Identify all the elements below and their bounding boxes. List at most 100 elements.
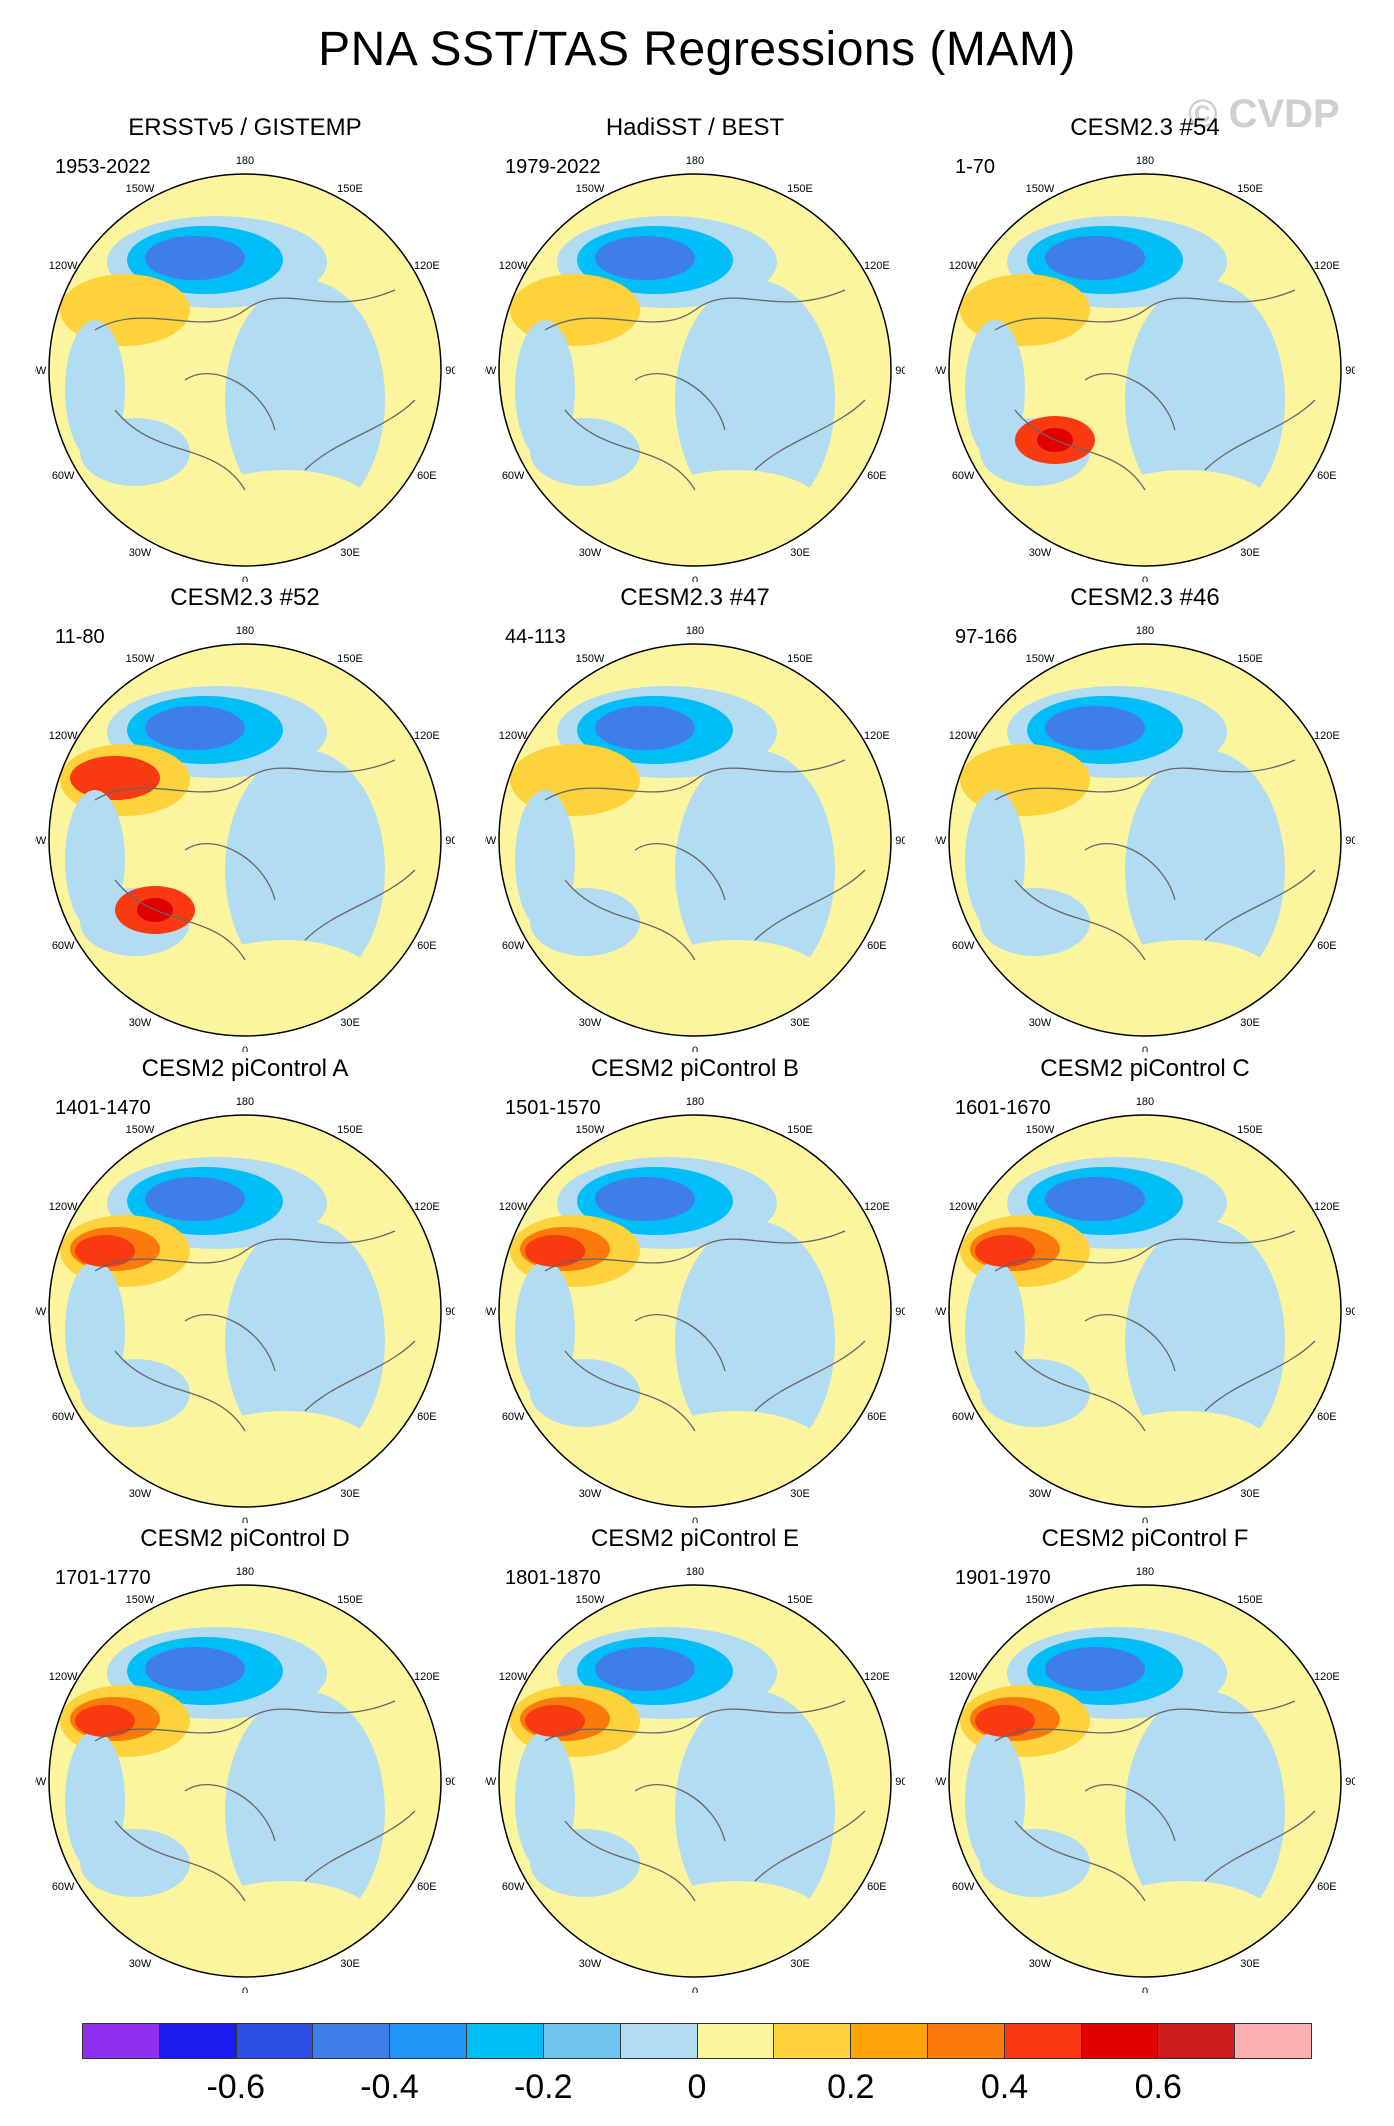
longitude-label: 120W <box>49 730 78 742</box>
longitude-label: 0 <box>1142 575 1148 582</box>
longitude-label: 30W <box>129 547 152 559</box>
longitude-label: 60E <box>867 1411 887 1423</box>
longitude-label: 30E <box>1240 1488 1260 1500</box>
panel-title: CESM2.3 #54 <box>1070 114 1220 141</box>
longitude-label: 0 <box>242 1045 248 1052</box>
longitude-label: 150E <box>1237 1124 1263 1136</box>
panel-period: 1501-1570 <box>505 1097 601 1119</box>
anomaly-region <box>515 1261 575 1401</box>
longitude-label: 30W <box>129 1488 152 1500</box>
longitude-label: 90W <box>35 1306 47 1318</box>
longitude-label: 90E <box>445 835 455 847</box>
anomaly-region <box>525 1235 585 1267</box>
longitude-label: 30E <box>790 547 810 559</box>
longitude-label: 120W <box>949 260 978 272</box>
longitude-label: 180 <box>686 1566 704 1578</box>
anomaly-region <box>225 1221 385 1461</box>
anomaly-region <box>515 790 575 930</box>
longitude-label: 120E <box>1314 260 1340 272</box>
anomaly-region <box>225 1691 385 1931</box>
anomaly-region <box>70 756 160 800</box>
longitude-label: 120W <box>499 730 528 742</box>
map-panel: ERSSTv5 / GISTEMP 180 150E 120E 90E 60E 30E 0 30… <box>35 114 455 584</box>
anomaly-region <box>1045 706 1145 750</box>
longitude-label: 120W <box>499 1671 528 1683</box>
anomaly-region <box>595 236 695 280</box>
longitude-label: 60W <box>952 470 975 482</box>
colorbar-swatch <box>83 2024 160 2058</box>
panel-title: CESM2 piControl F <box>1041 1525 1249 1552</box>
longitude-label: 120E <box>1314 1201 1340 1213</box>
map-border <box>498 173 892 567</box>
panel-title: CESM2 piControl D <box>140 1525 350 1552</box>
panel-title: ERSSTv5 / GISTEMP <box>128 114 362 141</box>
anomaly-region <box>965 790 1025 930</box>
longitude-label: 120W <box>49 1201 78 1213</box>
longitude-label: 0 <box>242 575 248 582</box>
longitude-label: 0 <box>1142 1516 1148 1523</box>
longitude-label: 90E <box>1345 1306 1355 1318</box>
colorbar-tick-label: 0 <box>687 2068 707 2106</box>
longitude-label: 90E <box>1345 1776 1355 1788</box>
longitude-label: 0 <box>692 1516 698 1523</box>
panel-period: 1401-1470 <box>55 1097 151 1119</box>
longitude-label: 60W <box>502 940 525 952</box>
longitude-label: 90E <box>895 365 905 377</box>
longitude-label: 60W <box>52 1881 75 1893</box>
colorbar-tick-label: -0.6 <box>206 2068 266 2106</box>
longitude-label: 30W <box>1029 1017 1052 1029</box>
longitude-label: 180 <box>236 1096 254 1108</box>
longitude-label: 150E <box>1237 653 1263 665</box>
longitude-label: 30E <box>340 1488 360 1500</box>
longitude-label: 30W <box>129 1958 152 1970</box>
polar-map: 180 150E 120E 90E 60E 30E 0 30W 60W 90W 120W 150W <box>935 155 1355 582</box>
coastline <box>94 289 416 491</box>
anomaly-region <box>1095 1411 1275 1491</box>
longitude-label: 30E <box>1240 547 1260 559</box>
panel-period: 44-113 <box>505 626 566 648</box>
longitude-label: 30E <box>790 1488 810 1500</box>
longitude-label: 30E <box>1240 1017 1260 1029</box>
longitude-label: 180 <box>686 625 704 637</box>
longitude-label: 30W <box>1029 1488 1052 1500</box>
colorbar-swatch <box>1081 2024 1159 2058</box>
longitude-label: 120E <box>414 260 440 272</box>
anomaly-region <box>145 1647 245 1691</box>
anomaly-region <box>645 940 825 1020</box>
panel-title: CESM2 piControl E <box>590 1525 800 1552</box>
colorbar-swatch <box>620 2024 698 2058</box>
longitude-label: 90W <box>935 365 947 377</box>
anomaly-region <box>1095 470 1275 550</box>
anomaly-region <box>195 470 375 550</box>
longitude-label: 90W <box>35 1776 47 1788</box>
coastline <box>544 1700 866 1902</box>
anomaly-region <box>965 1261 1025 1401</box>
longitude-label: 120W <box>49 1671 78 1683</box>
longitude-label: 0 <box>1142 1045 1148 1052</box>
longitude-label: 60W <box>502 1881 525 1893</box>
anomaly-region <box>645 470 825 550</box>
longitude-label: 120E <box>864 260 890 272</box>
anomaly-region <box>65 790 125 930</box>
panel-period: 1701-1770 <box>55 1567 151 1589</box>
map-panel: CESM2 piControl A 180 150E 120E 90E 60E 30E 0 30… <box>35 1055 455 1525</box>
colorbar <box>82 2023 1312 2059</box>
panel-period: 1801-1870 <box>505 1567 601 1589</box>
longitude-label: 90W <box>935 1776 947 1788</box>
longitude-label: 30W <box>579 1017 602 1029</box>
map-panel: CESM2 piControl C 180 150E 120E 90E 60E 30E 0 30… <box>935 1055 1355 1525</box>
longitude-label: 60E <box>1317 1881 1337 1893</box>
longitude-label: 90W <box>935 835 947 847</box>
longitude-label: 180 <box>686 1096 704 1108</box>
cvdp-watermark: © CVDP <box>1188 92 1340 136</box>
anomaly-region <box>675 1221 835 1461</box>
anomaly-region <box>1095 1881 1275 1961</box>
longitude-label: 90E <box>445 1776 455 1788</box>
longitude-label: 150W <box>126 1594 155 1606</box>
coastline <box>994 759 1316 961</box>
longitude-label: 90W <box>485 1306 497 1318</box>
anomaly-region <box>225 750 385 990</box>
polar-map: 180 150E 120E 90E 60E 30E 0 30W 60W 90W 120W 150W <box>35 1096 455 1523</box>
longitude-label: 90W <box>485 365 497 377</box>
longitude-label: 60E <box>417 1411 437 1423</box>
